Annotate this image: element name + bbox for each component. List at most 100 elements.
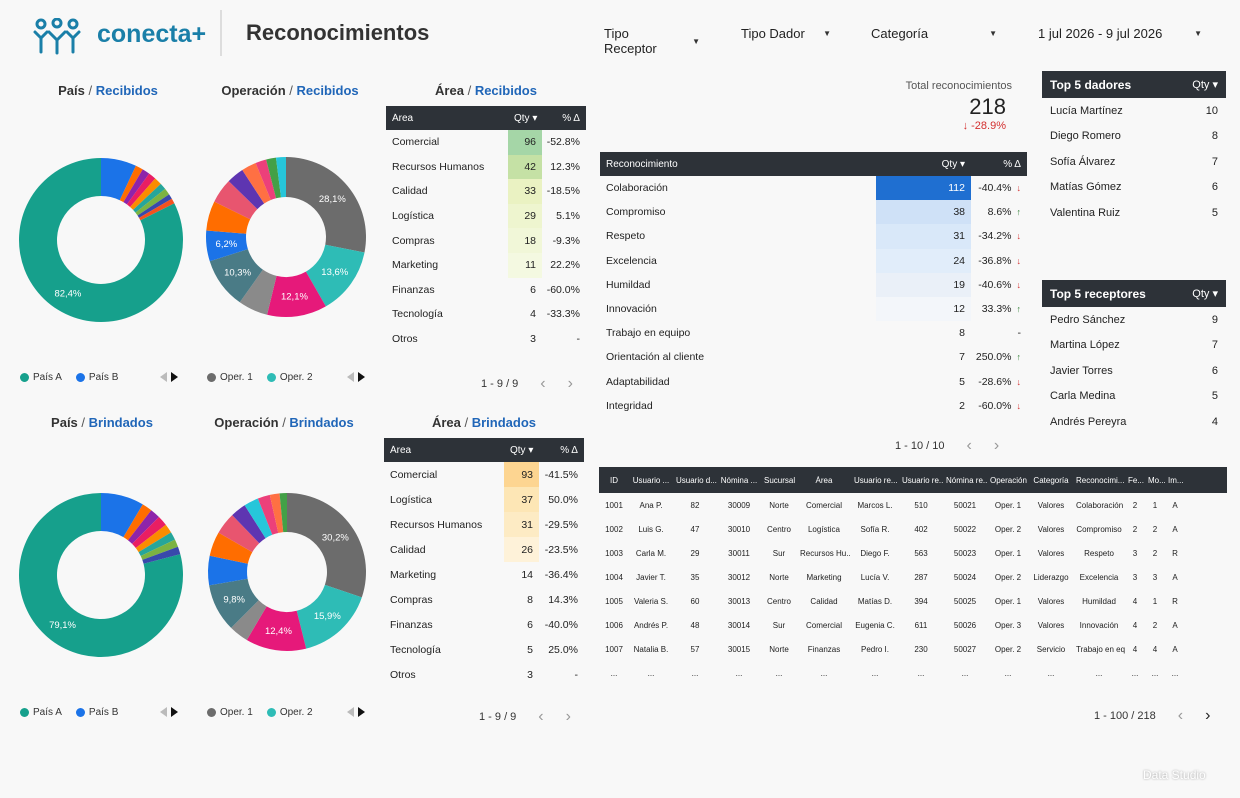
prev-page-icon[interactable]: ‹	[966, 437, 972, 454]
donut-slice[interactable]	[218, 515, 260, 553]
table-row[interactable]: Compromiso 38 8.6% ↑	[600, 200, 1027, 225]
table-row[interactable]: Andrés Pereyra 4	[1042, 409, 1226, 435]
table-row[interactable]: 1006 Andrés P. 48 30014 Sur Comercial Eugenia …	[599, 613, 1227, 637]
table-row[interactable]: 1001 Ana P. 82 30009 Norte Comercial Marcos L.…	[599, 493, 1227, 517]
donut-slice[interactable]	[242, 162, 271, 204]
column-header[interactable]: Usuario ...	[632, 475, 670, 485]
donut-slice[interactable]	[123, 169, 150, 205]
donut-slice[interactable]	[101, 158, 136, 201]
table-row[interactable]: Lucía Martínez 10	[1042, 98, 1226, 124]
table-row[interactable]: Compras 8 14.3%	[384, 587, 584, 612]
donut-slice[interactable]	[228, 169, 265, 210]
donut-slice[interactable]	[208, 555, 248, 586]
table-row[interactable]: Compras 18 -9.3%	[386, 228, 586, 253]
table-row[interactable]: Tecnología 4 -33.3%	[386, 302, 586, 327]
table-row[interactable]: 1005 Valeria S. 60 30013 Centro Calidad Matías…	[599, 589, 1227, 613]
table-row[interactable]: Marketing 11 22.2%	[386, 252, 586, 278]
filter-categoria[interactable]: Categoría ▼	[871, 26, 997, 41]
table-row[interactable]: Colaboración 112 -40.4% ↓	[600, 176, 1027, 201]
table-row[interactable]: Marketing 14 -36.4%	[384, 562, 584, 587]
donut-slice[interactable]	[209, 249, 263, 303]
column-header[interactable]: ID	[610, 475, 618, 485]
column-header[interactable]: Qty ▾	[514, 112, 538, 124]
table-row[interactable]: Diego Romero 8	[1042, 124, 1226, 150]
table-row[interactable]: Finanzas 6 -40.0%	[384, 612, 584, 637]
column-header[interactable]: Usuario d...	[676, 475, 717, 485]
column-header[interactable]: Usuario re...	[902, 475, 943, 485]
column-header[interactable]: Nómina ...	[720, 475, 758, 485]
column-header[interactable]: Área	[815, 475, 833, 485]
donut-slice[interactable]	[137, 194, 172, 218]
next-page-icon[interactable]: ›	[567, 375, 573, 392]
donut-slice[interactable]	[305, 244, 365, 307]
next-page-icon[interactable]: ›	[1205, 707, 1211, 724]
table-row[interactable]: ........................................…	[599, 661, 1227, 685]
donut-slice[interactable]	[206, 201, 251, 234]
table-row[interactable]: Innovación 12 33.3% ↑	[600, 296, 1027, 322]
table-row[interactable]: Adaptabilidad 5 -28.6% ↓	[600, 370, 1027, 394]
table-row[interactable]: Comercial 96 -52.8%	[386, 130, 586, 155]
column-header[interactable]: Sucursal	[764, 475, 796, 485]
column-header[interactable]: Fe...	[1128, 475, 1145, 485]
donut-slice[interactable]	[246, 606, 307, 652]
column-header[interactable]: Área	[392, 112, 414, 124]
table-row[interactable]: Otros 3 -	[384, 662, 584, 687]
prev-page-icon[interactable]: ‹	[538, 708, 544, 725]
donut-slice[interactable]	[140, 539, 178, 560]
donut-slice[interactable]	[19, 493, 184, 657]
legend-pager[interactable]	[160, 707, 178, 717]
donut-slice[interactable]	[266, 157, 281, 199]
prev-arrow-icon[interactable]	[160, 707, 167, 717]
table-row[interactable]: Logística 29 5.1%	[386, 203, 586, 229]
donut-slice[interactable]	[255, 159, 277, 200]
table-row[interactable]: 1002 Luis G. 47 30010 Centro Logística Sofía R…	[599, 517, 1227, 541]
prev-arrow-icon[interactable]	[160, 372, 167, 382]
donut-slice[interactable]	[130, 178, 161, 210]
donut-slice[interactable]	[232, 505, 266, 544]
legend-pager[interactable]	[347, 707, 365, 717]
next-arrow-icon[interactable]	[358, 707, 365, 717]
prev-page-icon[interactable]: ‹	[1177, 707, 1184, 724]
donut-slice[interactable]	[139, 198, 175, 221]
donut-slice[interactable]	[119, 165, 143, 203]
table-row[interactable]: Sofía Álvarez 7	[1042, 149, 1226, 175]
donut-slice[interactable]	[132, 517, 166, 549]
table-row[interactable]: 1003 Carla M. 29 30011 Sur Recursos Hu... Dieg…	[599, 541, 1227, 565]
next-arrow-icon[interactable]	[358, 372, 365, 382]
donut-slice[interactable]	[142, 546, 181, 564]
column-header[interactable]: Usuario re...	[854, 475, 898, 485]
legend-pager[interactable]	[160, 372, 178, 382]
table-row[interactable]: Trabajo en equipo 8 -	[600, 321, 1027, 345]
column-header[interactable]: Qty ▾	[941, 158, 965, 170]
donut-slice[interactable]	[296, 584, 362, 649]
prev-arrow-icon[interactable]	[347, 707, 354, 717]
table-row[interactable]: Calidad 26 -23.5%	[384, 537, 584, 562]
donut-slice[interactable]	[269, 493, 284, 533]
prev-page-icon[interactable]: ‹	[540, 375, 546, 392]
donut-slice[interactable]	[18, 158, 183, 322]
donut-slice[interactable]	[135, 188, 170, 216]
donut-slice[interactable]	[257, 494, 279, 535]
donut-slice[interactable]	[279, 493, 287, 533]
donut-slice[interactable]	[209, 578, 259, 628]
donut-slice[interactable]	[123, 504, 152, 541]
filter-date-range[interactable]: 1 jul 2026 - 9 jul 2026 ▼	[1038, 26, 1202, 41]
table-row[interactable]: Valentina Ruiz 5	[1042, 200, 1226, 226]
table-row[interactable]: 1007 Natalia B. 57 30015 Norte Finanzas Pedro …	[599, 637, 1227, 661]
donut-slice[interactable]	[286, 157, 366, 253]
table-row[interactable]: Comercial 93 -41.5%	[384, 462, 584, 487]
column-header[interactable]: % Δ	[562, 112, 580, 124]
table-row[interactable]: Javier Torres 6	[1042, 358, 1226, 384]
next-page-icon[interactable]: ›	[565, 708, 571, 725]
table-row[interactable]: Excelencia 24 -36.8% ↓	[600, 248, 1027, 273]
table-row[interactable]: Finanzas 6 -60.0%	[386, 278, 586, 303]
donut-slice[interactable]	[135, 524, 172, 553]
prev-arrow-icon[interactable]	[347, 372, 354, 382]
sort-column-qty[interactable]: Qty ▾	[1192, 288, 1218, 300]
column-header[interactable]: Reconocimi...	[1076, 475, 1125, 485]
donut-slice[interactable]	[287, 493, 367, 598]
legend-pager[interactable]	[347, 372, 365, 382]
table-row[interactable]: Logística 37 50.0%	[384, 487, 584, 512]
column-header[interactable]: Reconocimiento	[606, 158, 678, 170]
donut-slice[interactable]	[101, 493, 143, 538]
